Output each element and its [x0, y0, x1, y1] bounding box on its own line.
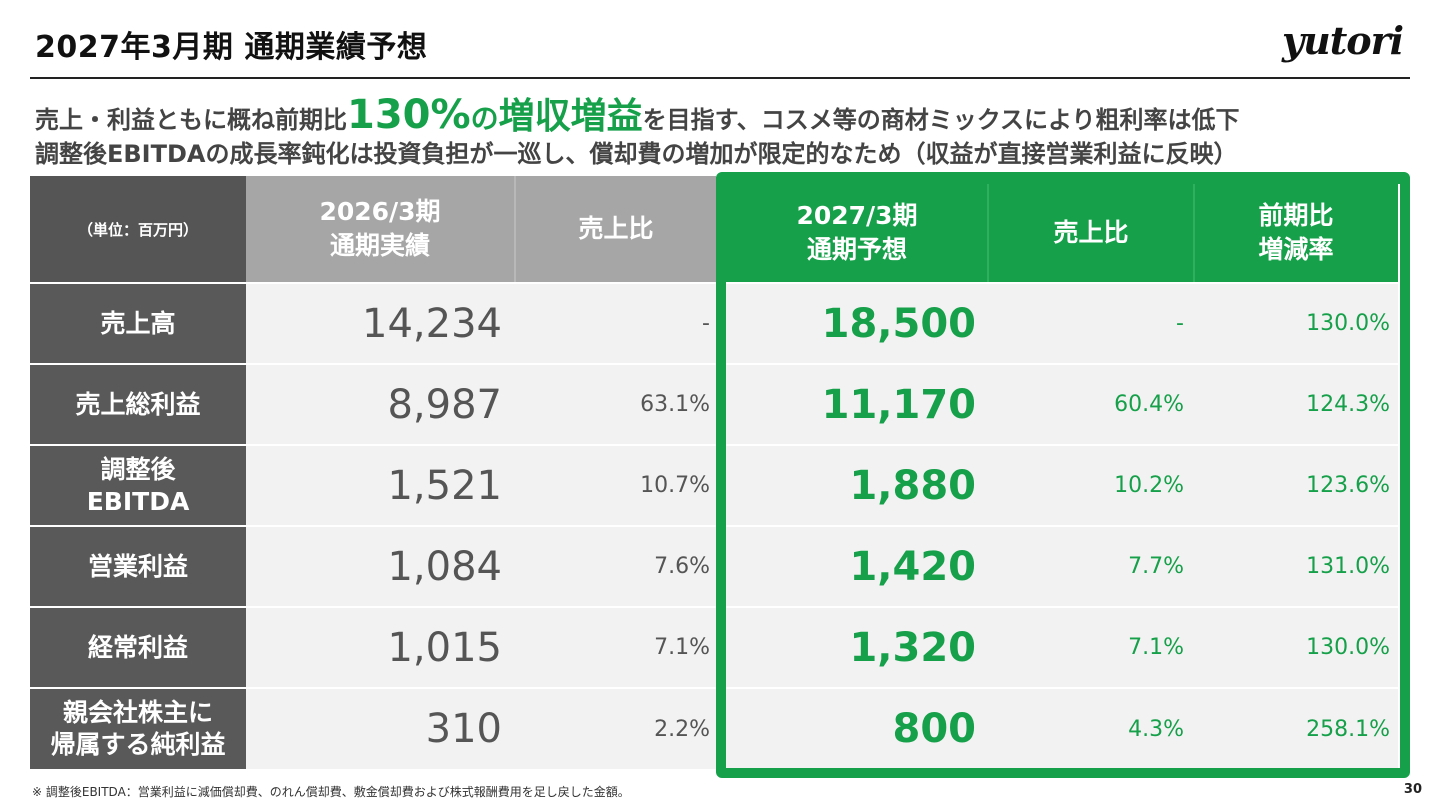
gross-profit-actual: 8,987: [387, 381, 502, 428]
sales-yoy: 130.0%: [1306, 311, 1390, 336]
unit-label: （単位：百万円）: [30, 176, 246, 282]
col-header-yoy: 前期比 増減率: [1194, 184, 1398, 282]
sales-forecast-ratio: -: [1176, 311, 1184, 336]
headline-highlight-pct: 130%: [347, 92, 471, 138]
col-header-actual-period: 2026/3期: [319, 197, 441, 226]
net-income-forecast: 800: [892, 706, 977, 752]
row-label-ordinary-profit: 経常利益: [30, 608, 246, 687]
title-divider: [30, 77, 1410, 79]
col-header-actual: 2026/3期 通期実績: [246, 176, 514, 282]
ebitda-forecast-ratio: 10.2%: [1114, 473, 1184, 498]
operating-profit-actual-ratio: 7.6%: [654, 554, 710, 579]
net-income-actual-ratio: 2.2%: [654, 716, 710, 742]
row-bg-forecast: [726, 689, 1398, 769]
gross-profit-yoy: 124.3%: [1306, 392, 1390, 417]
gross-profit-actual-ratio: 63.1%: [640, 392, 710, 417]
row-bg-actual: [246, 689, 716, 769]
row-bg-actual: [246, 365, 716, 444]
ordinary-profit-forecast: 1,320: [849, 624, 976, 671]
ebitda-actual-ratio: 10.7%: [640, 473, 710, 498]
operating-profit-yoy: 131.0%: [1306, 554, 1390, 579]
operating-profit-forecast-ratio: 7.7%: [1128, 554, 1184, 579]
ebitda-forecast: 1,880: [849, 462, 976, 509]
col-header-forecast-period: 2027/3期: [796, 201, 918, 230]
operating-profit-forecast: 1,420: [849, 543, 976, 590]
row-label-operating-profit: 営業利益: [30, 527, 246, 606]
row-bg-actual: [246, 446, 716, 525]
row-bg-forecast: [726, 527, 1398, 606]
col-header-ratio: 売上比: [516, 176, 716, 282]
headline-highlight-no: の: [470, 102, 499, 135]
sales-actual: 14,234: [362, 300, 502, 347]
row-bg-forecast: [726, 284, 1398, 363]
gross-profit-forecast: 11,170: [821, 381, 976, 428]
ordinary-profit-yoy: 130.0%: [1306, 635, 1390, 660]
headline-line-2: 調整後EBITDAの成長率鈍化は投資負担が一巡し、償却費の増加が限定的なため（収…: [35, 140, 1238, 168]
net-income-yoy: 258.1%: [1306, 716, 1390, 742]
col-header-yoy-l1: 前期比: [1258, 201, 1334, 230]
row-label-net-income: 親会社株主に 帰属する純利益: [30, 689, 246, 769]
row-bg-actual: [246, 284, 716, 363]
page-number: 30: [1403, 782, 1422, 797]
header-divider-green-2: [1193, 184, 1195, 282]
net-income-actual: 310: [425, 706, 502, 752]
row-bg-actual: [246, 527, 716, 606]
header-divider: [514, 176, 516, 282]
col-header-actual-label: 通期実績: [329, 231, 430, 260]
headline-prefix: 売上・利益ともに概ね前期比: [35, 106, 347, 134]
row-label-gross-profit: 売上総利益: [30, 365, 246, 444]
col-header-forecast: 2027/3期 通期予想: [726, 184, 988, 282]
net-income-forecast-ratio: 4.3%: [1128, 716, 1184, 742]
col-header-forecast-label: 通期予想: [806, 235, 907, 264]
operating-profit-actual: 1,084: [387, 543, 502, 590]
ordinary-profit-forecast-ratio: 7.1%: [1128, 635, 1184, 660]
ebitda-yoy: 123.6%: [1306, 473, 1390, 498]
page-title: 2027年3月期 通期業績予想: [35, 30, 428, 65]
row-bg-forecast: [726, 608, 1398, 687]
row-bg-forecast: [726, 446, 1398, 525]
footnote: ※ 調整後EBITDA：営業利益に減価償却費、のれん償却費、敷金償却費および株式…: [32, 785, 630, 799]
brand-logo: yutori: [1282, 18, 1404, 63]
headline: 売上・利益ともに概ね前期比130%の増収増益を目指す、コスメ等の商材ミックスによ…: [35, 95, 1415, 173]
ebitda-actual: 1,521: [387, 462, 502, 509]
row-bg-actual: [246, 608, 716, 687]
headline-highlight-word: 増収増益: [498, 96, 643, 137]
row-label-sales: 売上高: [30, 284, 246, 363]
headline-suffix: を目指す、コスメ等の商材ミックスにより粗利率は低下: [642, 106, 1240, 134]
col-header-ratio2: 売上比: [988, 184, 1194, 282]
gross-profit-forecast-ratio: 60.4%: [1114, 392, 1184, 417]
row-bg-forecast: [726, 365, 1398, 444]
ordinary-profit-actual: 1,015: [387, 624, 502, 671]
col-header-yoy-l2: 増減率: [1258, 235, 1334, 264]
sales-actual-ratio: -: [702, 311, 710, 336]
header-divider-green-1: [987, 184, 989, 282]
ordinary-profit-actual-ratio: 7.1%: [654, 635, 710, 660]
sales-forecast: 18,500: [821, 300, 976, 347]
row-label-adjusted-ebitda: 調整後 EBITDA: [30, 446, 246, 525]
